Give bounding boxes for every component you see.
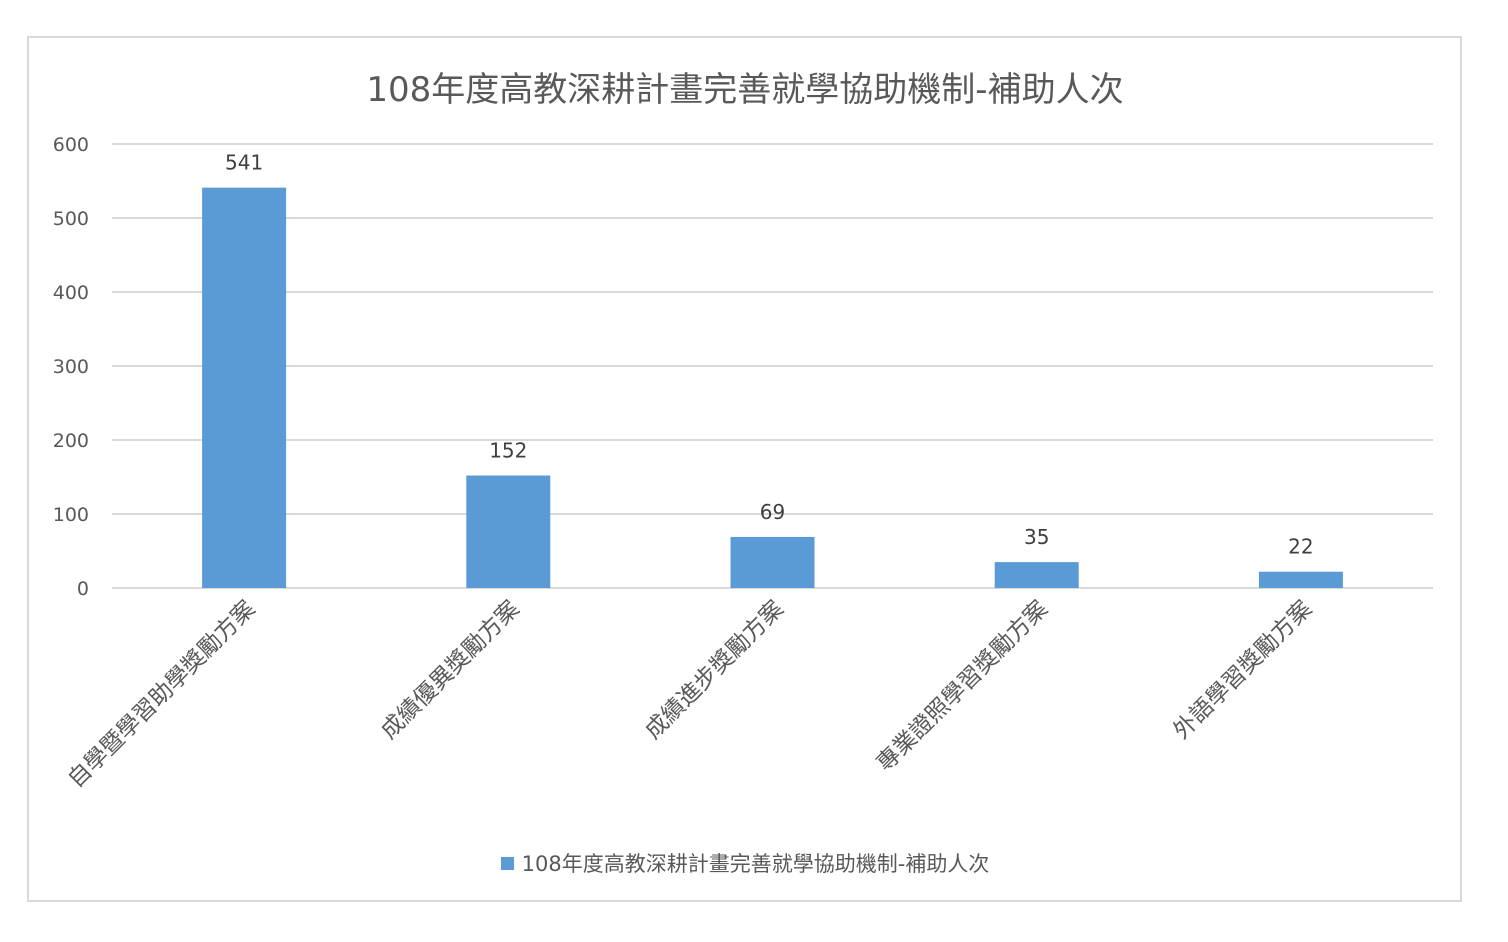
legend-swatch bbox=[500, 856, 514, 870]
category-label-4: 外語學習獎勵方案 bbox=[1169, 596, 1317, 744]
category-label-0: 自學暨學習助學獎勵方案 bbox=[63, 596, 260, 793]
data-label-4: 22 bbox=[1288, 535, 1313, 559]
category-label-2: 成績進步獎勵方案 bbox=[640, 596, 788, 744]
bar-1 bbox=[466, 475, 551, 588]
bar-2 bbox=[730, 536, 815, 588]
y-tick-label-300: 300 bbox=[53, 356, 89, 378]
y-tick-label-0: 0 bbox=[77, 578, 89, 600]
y-tick-label-100: 100 bbox=[53, 504, 89, 526]
data-label-3: 35 bbox=[1024, 525, 1049, 549]
legend-label: 108年度高教深耕計畫完善就學協助機制-補助人次 bbox=[521, 852, 990, 876]
y-tick-label-400: 400 bbox=[53, 282, 89, 304]
data-label-1: 152 bbox=[489, 439, 527, 463]
chart-title: 108年度高教深耕計畫完善就學協助機制-補助人次 bbox=[366, 70, 1124, 110]
category-label-1: 成績優異獎勵方案 bbox=[376, 596, 524, 744]
bar-4 bbox=[1258, 571, 1343, 588]
bar-0 bbox=[202, 187, 287, 588]
y-tick-label-500: 500 bbox=[53, 208, 89, 230]
data-label-0: 541 bbox=[225, 151, 263, 175]
legend: 108年度高教深耕計畫完善就學協助機制-補助人次 bbox=[0, 848, 1490, 878]
y-tick-label-200: 200 bbox=[53, 430, 89, 452]
data-label-2: 69 bbox=[760, 500, 785, 524]
bar-3 bbox=[994, 562, 1079, 588]
category-label-3: 專業證照學習獎勵方案 bbox=[872, 596, 1053, 777]
y-tick-label-600: 600 bbox=[53, 134, 89, 156]
